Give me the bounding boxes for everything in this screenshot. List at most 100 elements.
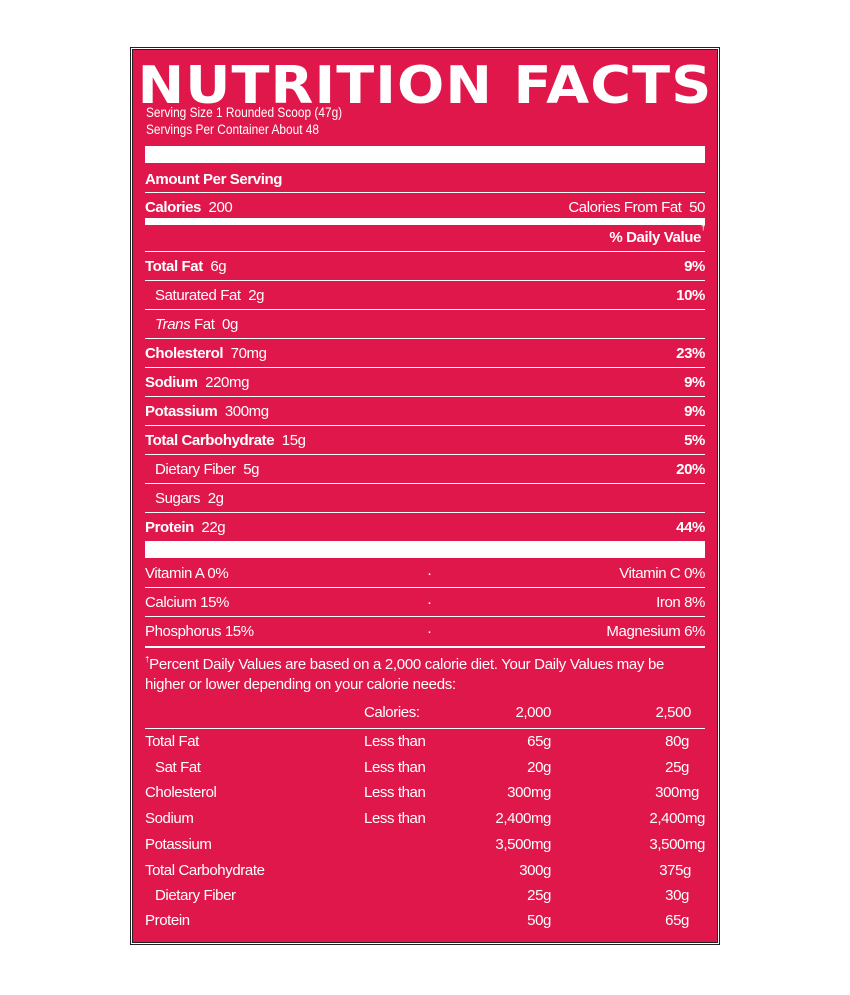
nutrient-label-italic: Trans xyxy=(155,316,191,333)
nutrient-amount: 2g xyxy=(248,287,265,304)
dv-table-cell: 25g xyxy=(665,759,689,776)
dv-table-cell: Dietary Fiber xyxy=(155,887,236,904)
nutrient-label: Dietary Fiber xyxy=(155,461,236,478)
dv-table-cell: Total Carbohydrate xyxy=(145,862,265,879)
nutrient-label: Total Fat xyxy=(145,258,203,275)
nutrient-row-sodium: Sodium 220mg 9% xyxy=(145,368,705,397)
calories-row: Calories 200 Calories From Fat 50 xyxy=(145,193,705,222)
vitamin-row: Calcium 15% · Iron 8% xyxy=(145,588,705,617)
dv-table-cell: 3,500mg xyxy=(495,836,551,853)
nutrient-row-total-fat: Total Fat 6g 9% xyxy=(145,252,705,281)
nutrient-amount: 220mg xyxy=(205,374,250,391)
divider xyxy=(145,587,705,588)
calories-from-fat-label: Calories From Fat xyxy=(568,199,682,216)
dv-table-cell: 65g xyxy=(527,733,551,750)
calories-label: Calories xyxy=(145,199,201,216)
dv-table-cell: Sat Fat xyxy=(155,759,201,776)
vitamin-right: Magnesium 6% xyxy=(606,623,705,640)
dv-table-cell: Less than xyxy=(364,733,426,750)
nutrient-amount: 2g xyxy=(207,490,224,507)
dv-table-row: Dietary Fiber 25g 30g xyxy=(145,883,705,908)
divider xyxy=(145,728,705,729)
dv-table-cell: Cholesterol xyxy=(145,784,217,801)
dv-table-cell: 20g xyxy=(527,759,551,776)
vitamin-separator: · xyxy=(427,623,432,640)
dv-table-cell: Less than xyxy=(364,759,426,776)
nutrient-label: Sugars xyxy=(155,490,201,507)
nutrition-facts-content: NUTRITION FACTS Serving Size 1 Rounded S… xyxy=(138,48,712,944)
dv-table-cell: Sodium xyxy=(145,810,194,827)
dv-table-cell: Total Fat xyxy=(145,733,199,750)
dv-table-cell: 300mg xyxy=(507,784,551,801)
dv-table-cell: 300g xyxy=(519,862,551,879)
nutrient-dv: 5% xyxy=(684,432,705,449)
nutrient-dv: 10% xyxy=(676,287,705,304)
dv-table-row: Potassium 3,500mg 3,500mg xyxy=(145,832,705,857)
dv-table-cell: Less than xyxy=(364,784,426,801)
vitamin-separator: · xyxy=(427,594,432,611)
divider xyxy=(145,309,705,310)
nutrient-row-potassium: Potassium 300mg 9% xyxy=(145,397,705,426)
dv-table-cell: 65g xyxy=(665,912,689,929)
nutrient-amount: 5g xyxy=(243,461,260,478)
serving-info: Serving Size 1 Rounded Scoop (47g) Servi… xyxy=(146,104,342,138)
nutrient-amount: 6g xyxy=(210,258,227,275)
dv-table-cell: 2,400mg xyxy=(495,810,551,827)
dv-table-header: Calories: 2,000 2,500 xyxy=(145,700,705,725)
footnote-text: Percent Daily Values are based on a 2,00… xyxy=(145,656,665,693)
dv-table-row: Cholesterol Less than 300mg 300mg xyxy=(145,780,705,805)
dv-table-row: Sat Fat Less than 20g 25g xyxy=(145,755,705,780)
nutrient-label: Potassium xyxy=(145,403,218,420)
nutrition-facts-title: NUTRITION FACTS xyxy=(137,56,713,116)
dv-table-cell: Calories: xyxy=(364,704,420,721)
divider xyxy=(145,338,705,339)
nutrient-dv: 9% xyxy=(684,403,705,420)
dv-table-cell: 300mg xyxy=(655,784,699,801)
divider xyxy=(145,512,705,513)
nutrient-label: Saturated Fat xyxy=(155,287,241,304)
dv-table-row: Protein 50g 65g xyxy=(145,908,705,933)
divider xyxy=(145,396,705,397)
dv-table-cell: 2,000 xyxy=(515,704,551,721)
dv-table-cell: Potassium xyxy=(145,836,212,853)
nutrient-dv: 9% xyxy=(684,258,705,275)
divider xyxy=(145,425,705,426)
vitamin-separator: · xyxy=(427,565,432,582)
vitamin-right: Vitamin C 0% xyxy=(619,565,705,582)
divider xyxy=(145,483,705,484)
vitamin-left: Calcium 15% xyxy=(145,594,229,611)
nutrient-dv: 20% xyxy=(676,461,705,478)
daily-value-footnote: †Percent Daily Values are based on a 2,0… xyxy=(145,655,705,695)
nutrient-label: Protein xyxy=(145,519,194,536)
nutrition-facts-panel: NUTRITION FACTS Serving Size 1 Rounded S… xyxy=(130,47,720,945)
nutrient-row-saturated-fat: Saturated Fat 2g 10% xyxy=(145,281,705,310)
nutrient-row-total-carbohydrate: Total Carbohydrate 15g 5% xyxy=(145,426,705,455)
calories-from-fat-value: 50 xyxy=(689,199,705,216)
nutrient-dv: 9% xyxy=(684,374,705,391)
nutrient-amount: 22g xyxy=(201,519,226,536)
vitamin-row: Phosphorus 15% · Magnesium 6% xyxy=(145,617,705,646)
divider xyxy=(145,646,705,648)
dv-table-cell: 30g xyxy=(665,887,689,904)
dv-table-cell: 375g xyxy=(659,862,691,879)
dv-table-cell: 50g xyxy=(527,912,551,929)
dv-table-cell: 2,500 xyxy=(655,704,691,721)
nutrient-row-cholesterol: Cholesterol 70mg 23% xyxy=(145,339,705,368)
servings-per-container: Servings Per Container About 48 xyxy=(146,122,320,137)
medium-divider xyxy=(145,218,705,225)
thick-divider xyxy=(145,541,705,558)
daily-value-header-row: % Daily Value† xyxy=(145,223,705,252)
dv-table-cell: 3,500mg xyxy=(649,836,705,853)
nutrient-label: Fat xyxy=(194,316,215,333)
dv-table-row: Total Fat Less than 65g 80g xyxy=(145,729,705,754)
dagger-mark: † xyxy=(700,223,705,232)
divider xyxy=(145,367,705,368)
nutrient-row-protein: Protein 22g 44% xyxy=(145,513,705,542)
nutrient-label: Sodium xyxy=(145,374,198,391)
vitamin-left: Phosphorus 15% xyxy=(145,623,254,640)
dv-table-cell: 80g xyxy=(665,733,689,750)
dv-table-cell: Less than xyxy=(364,810,426,827)
nutrient-amount: 15g xyxy=(281,432,306,449)
divider xyxy=(145,192,705,193)
amount-per-serving-row: Amount Per Serving xyxy=(145,165,705,194)
